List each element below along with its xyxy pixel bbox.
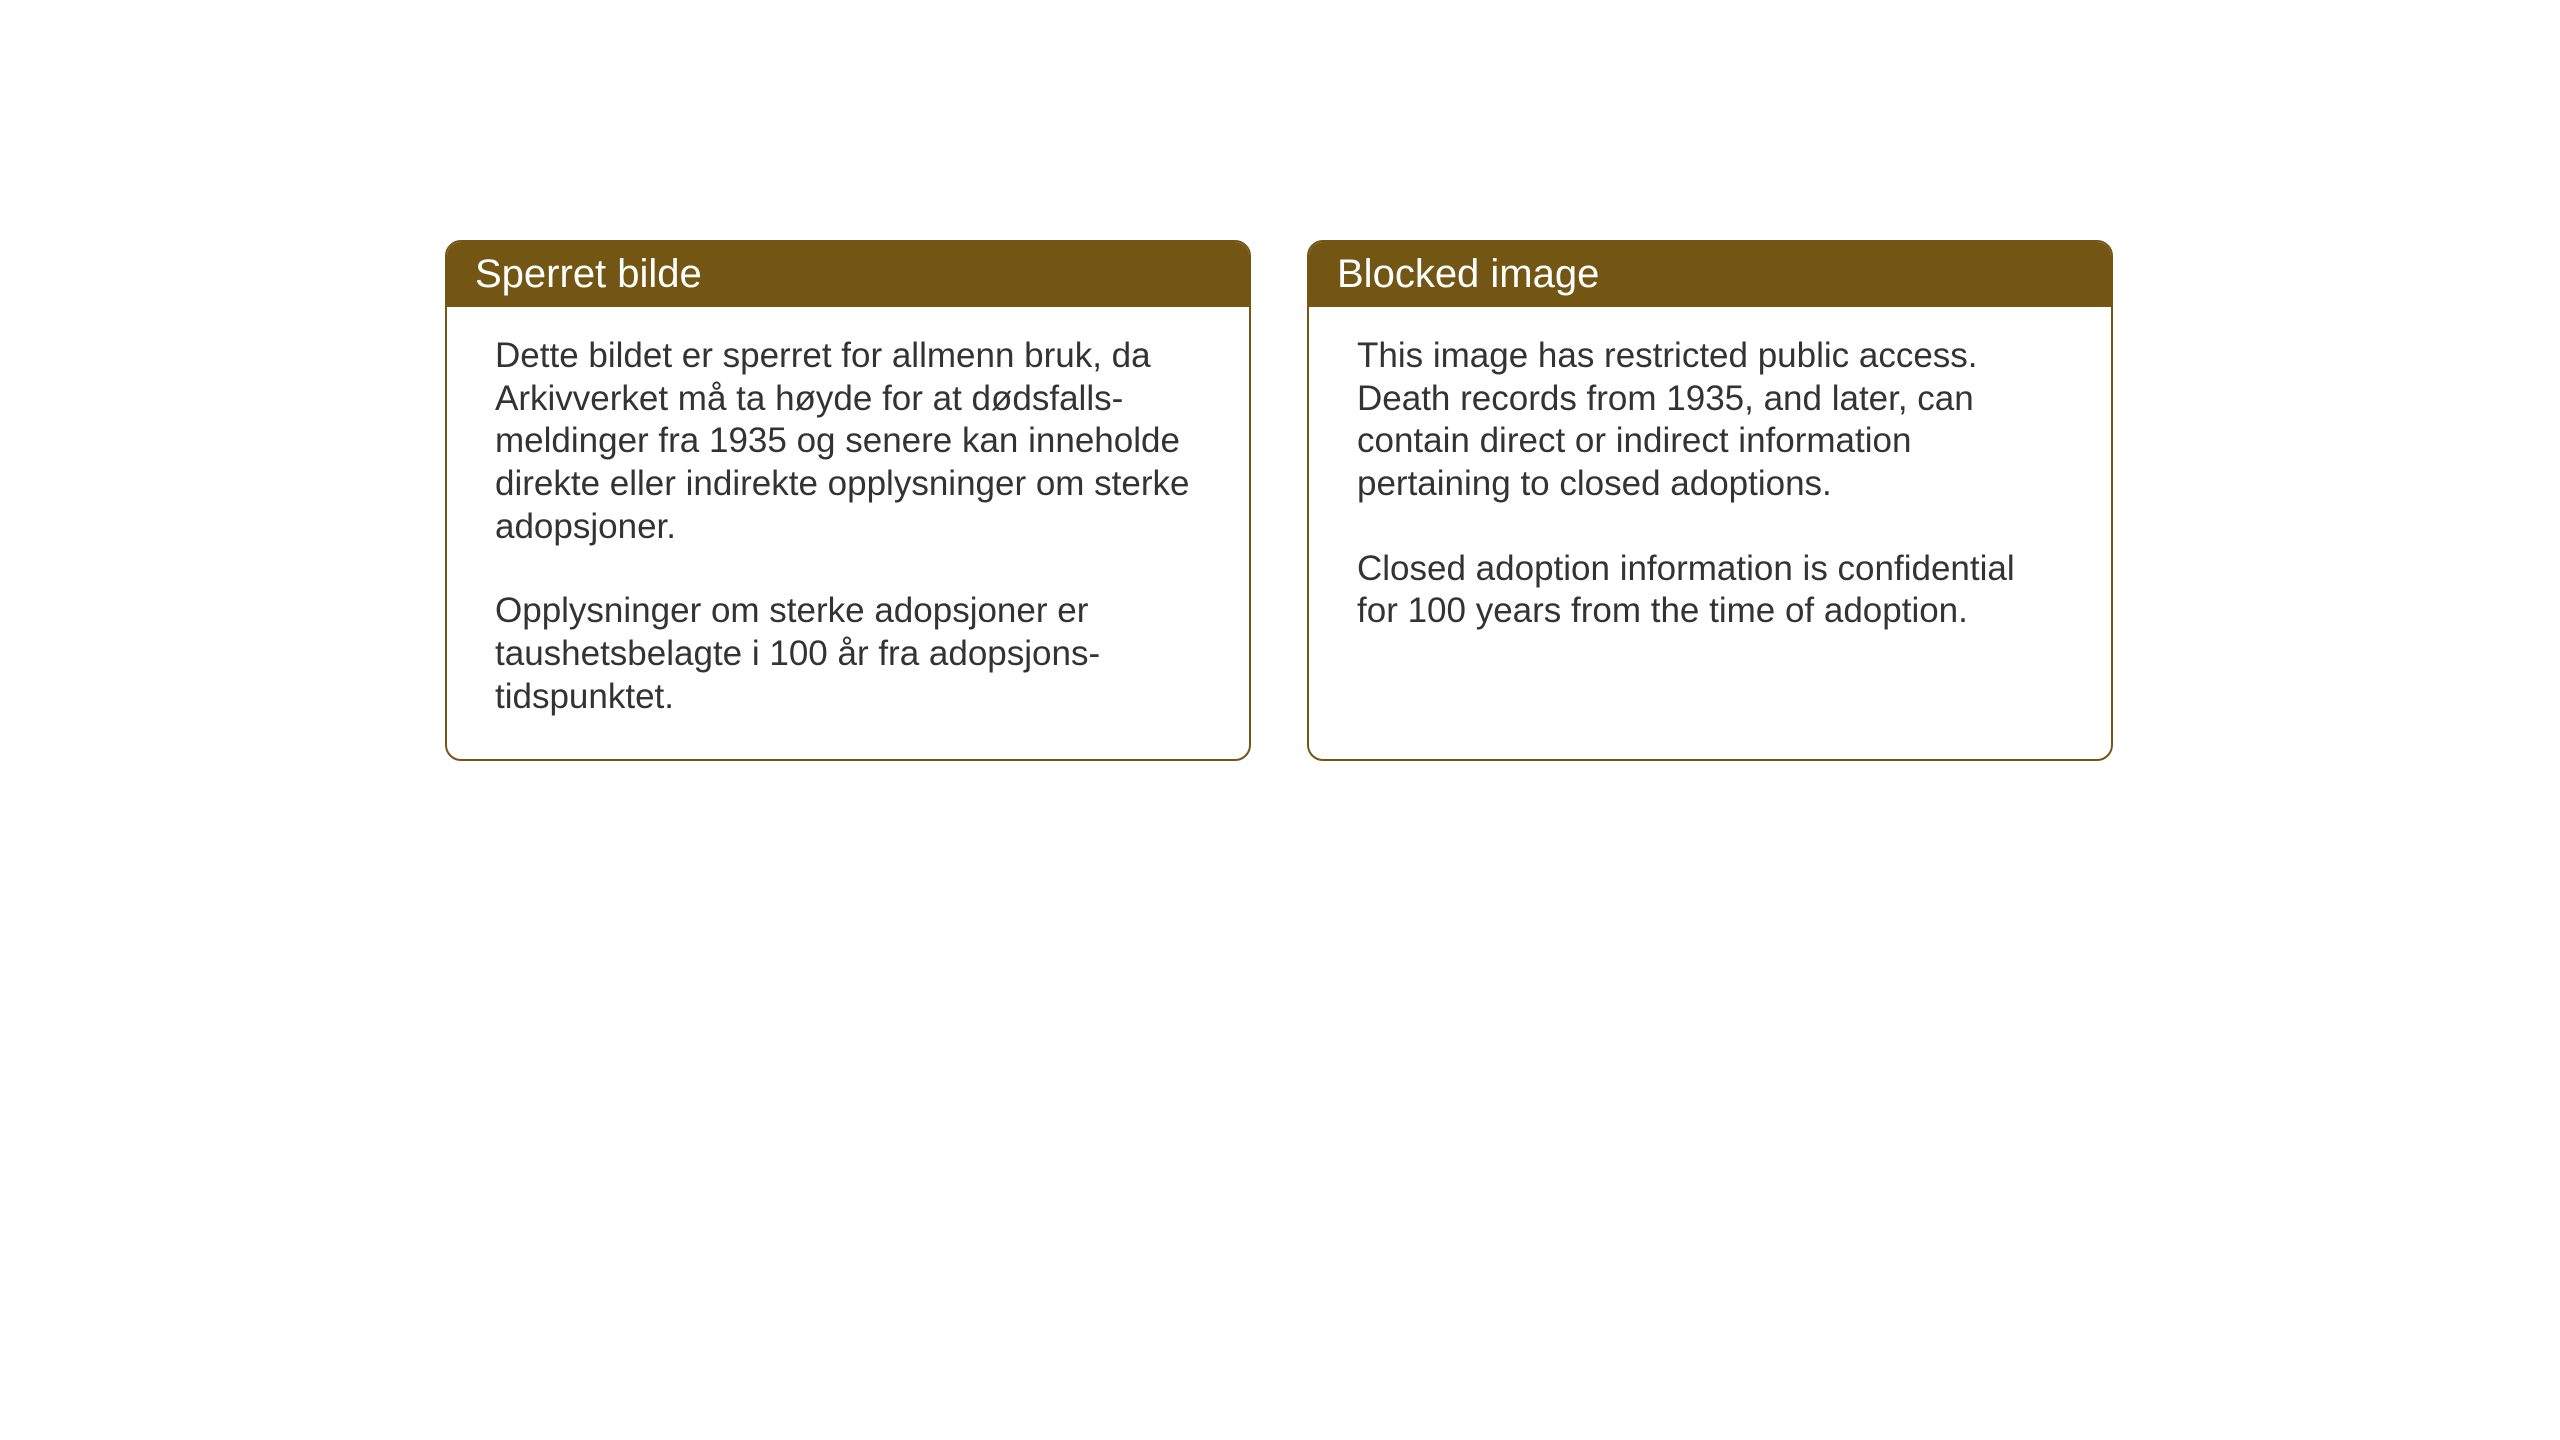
notice-paragraph-1-english: This image has restricted public access.… (1357, 335, 2063, 506)
notice-title-english: Blocked image (1337, 252, 1599, 296)
notice-title-norwegian: Sperret bilde (475, 252, 702, 296)
notice-body-english: This image has restricted public access.… (1309, 307, 2111, 673)
notice-card-english: Blocked image This image has restricted … (1307, 240, 2113, 761)
notice-body-norwegian: Dette bildet er sperret for allmenn bruk… (447, 307, 1249, 759)
notice-container: Sperret bilde Dette bildet er sperret fo… (445, 240, 2113, 761)
notice-header-norwegian: Sperret bilde (447, 242, 1249, 307)
notice-header-english: Blocked image (1309, 242, 2111, 307)
notice-paragraph-1-norwegian: Dette bildet er sperret for allmenn bruk… (495, 335, 1201, 548)
notice-card-norwegian: Sperret bilde Dette bildet er sperret fo… (445, 240, 1251, 761)
notice-paragraph-2-norwegian: Opplysninger om sterke adopsjoner er tau… (495, 590, 1201, 718)
notice-paragraph-2-english: Closed adoption information is confident… (1357, 548, 2063, 633)
